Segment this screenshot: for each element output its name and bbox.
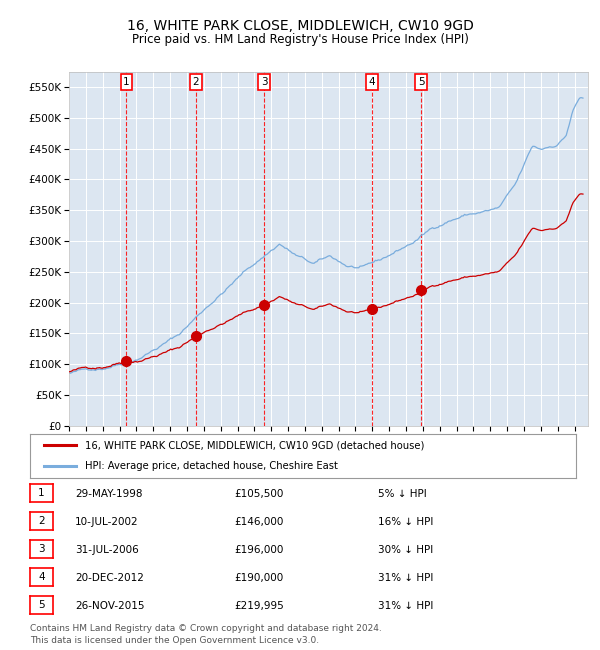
Text: 5: 5	[38, 600, 45, 610]
Text: HPI: Average price, detached house, Cheshire East: HPI: Average price, detached house, Ches…	[85, 461, 337, 471]
Text: 3: 3	[38, 544, 45, 554]
Text: 2: 2	[38, 516, 45, 526]
Text: £196,000: £196,000	[234, 545, 283, 555]
Text: 3: 3	[261, 77, 268, 87]
Text: 31% ↓ HPI: 31% ↓ HPI	[378, 601, 433, 611]
Text: 2: 2	[193, 77, 199, 87]
Text: 10-JUL-2002: 10-JUL-2002	[75, 517, 139, 527]
Text: 30% ↓ HPI: 30% ↓ HPI	[378, 545, 433, 555]
Text: 1: 1	[123, 77, 130, 87]
Text: 20-DEC-2012: 20-DEC-2012	[75, 573, 144, 583]
Text: 29-MAY-1998: 29-MAY-1998	[75, 489, 143, 499]
Text: 16, WHITE PARK CLOSE, MIDDLEWICH, CW10 9GD: 16, WHITE PARK CLOSE, MIDDLEWICH, CW10 9…	[127, 19, 473, 33]
Text: 5: 5	[418, 77, 424, 87]
Text: £105,500: £105,500	[234, 489, 283, 499]
Text: 16% ↓ HPI: 16% ↓ HPI	[378, 517, 433, 527]
Text: 26-NOV-2015: 26-NOV-2015	[75, 601, 145, 611]
Text: 31% ↓ HPI: 31% ↓ HPI	[378, 573, 433, 583]
Text: £146,000: £146,000	[234, 517, 283, 527]
Text: £190,000: £190,000	[234, 573, 283, 583]
Text: Price paid vs. HM Land Registry's House Price Index (HPI): Price paid vs. HM Land Registry's House …	[131, 32, 469, 46]
Text: 5% ↓ HPI: 5% ↓ HPI	[378, 489, 427, 499]
Text: £219,995: £219,995	[234, 601, 284, 611]
Text: 16, WHITE PARK CLOSE, MIDDLEWICH, CW10 9GD (detached house): 16, WHITE PARK CLOSE, MIDDLEWICH, CW10 9…	[85, 441, 424, 450]
Text: 1: 1	[38, 488, 45, 499]
Text: 4: 4	[38, 572, 45, 582]
Text: 4: 4	[368, 77, 375, 87]
Text: Contains HM Land Registry data © Crown copyright and database right 2024.
This d: Contains HM Land Registry data © Crown c…	[30, 624, 382, 645]
Text: 31-JUL-2006: 31-JUL-2006	[75, 545, 139, 555]
